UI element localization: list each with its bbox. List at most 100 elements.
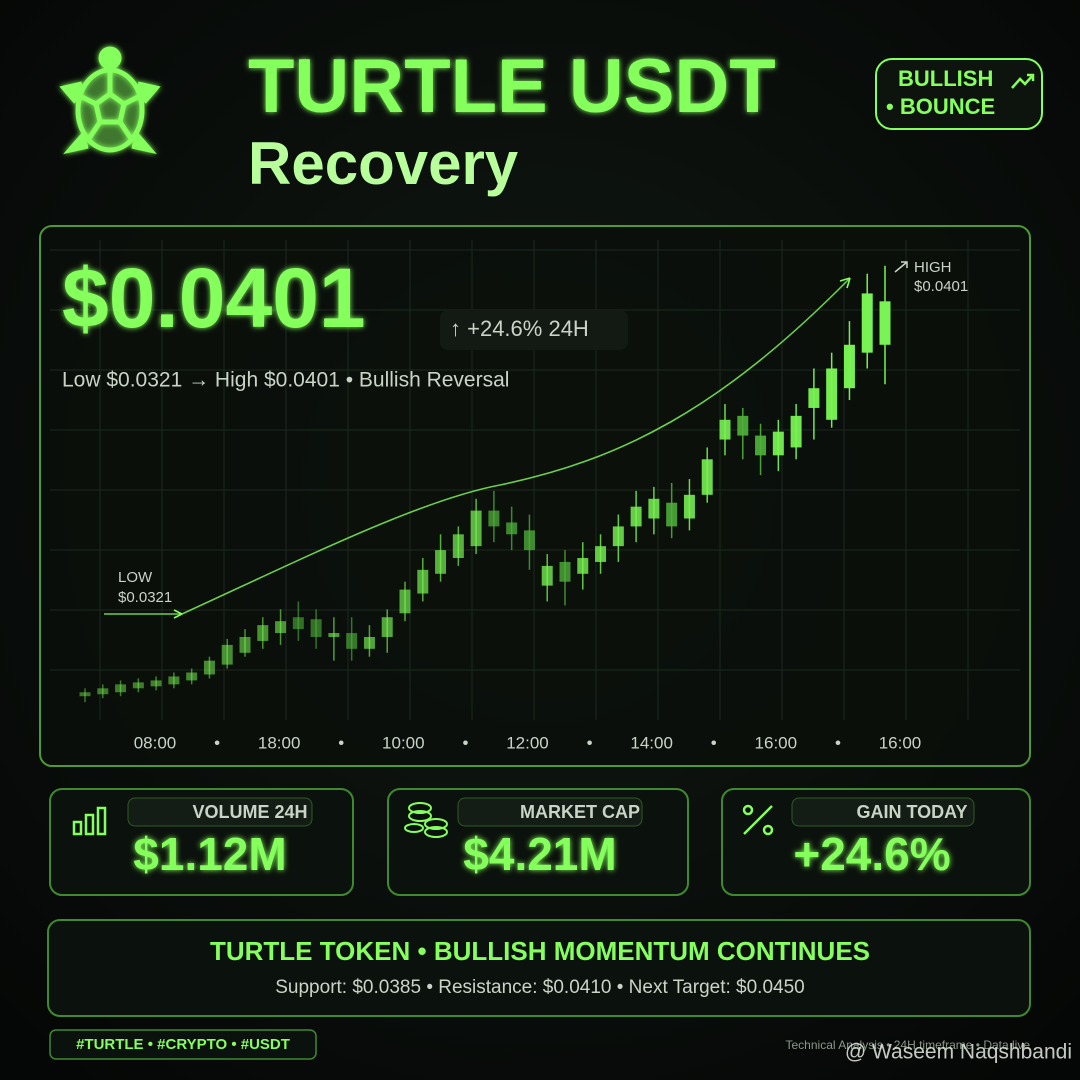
candle-body	[150, 680, 162, 687]
trend-line	[104, 277, 851, 615]
candle-body	[168, 676, 180, 685]
stat-label-pill	[127, 797, 313, 827]
candle-body	[470, 510, 482, 547]
subtitle: Recovery	[248, 130, 519, 197]
banner	[47, 919, 1031, 1017]
candle-body	[506, 522, 518, 535]
stat-label-pill	[457, 797, 643, 827]
turtle-icon	[59, 46, 161, 155]
stat-label: GAIN TODAY	[856, 802, 967, 822]
candle-body	[417, 569, 429, 594]
candle-body	[328, 633, 340, 637]
panel-grid	[50, 240, 1020, 720]
candle-body	[630, 506, 642, 527]
x-tick-label: 08:00	[134, 733, 177, 752]
candles	[79, 265, 891, 703]
footer-note: Technical Analysis • 24H timeframe • Dat…	[786, 1038, 1031, 1052]
high-value: $0.0401	[914, 278, 968, 295]
candle-body	[115, 684, 127, 693]
candle-body	[772, 431, 784, 456]
stat-value: $4.21M	[463, 828, 616, 880]
stat-value: +24.6%	[793, 828, 950, 880]
candle-body	[612, 526, 624, 547]
candle-body	[843, 344, 855, 389]
candle-body	[541, 565, 553, 586]
candle-body	[452, 534, 464, 558]
x-tick-label: 12:00	[506, 733, 549, 752]
watermark: @ Waseem Naqshbandi	[845, 1041, 1072, 1064]
x-tick-label: 10:00	[382, 733, 425, 752]
candle-body	[790, 415, 802, 448]
candle-body	[292, 617, 304, 630]
tags-pill	[49, 1029, 317, 1060]
low-value: $0.0321	[118, 589, 172, 606]
candle-body	[595, 546, 607, 562]
candle-body	[666, 502, 678, 527]
candle-body	[488, 510, 500, 527]
volume-icon	[72, 806, 107, 836]
candle-body	[719, 419, 731, 440]
candle-body	[310, 619, 322, 637]
high-label: HIGH	[914, 259, 952, 276]
x-tick-label: •	[462, 733, 468, 752]
gain-icon	[742, 804, 774, 836]
coins-icon	[404, 802, 448, 838]
candle-body	[879, 301, 891, 345]
low-label: LOW	[118, 569, 153, 586]
candle-body	[701, 459, 713, 495]
banner-title: TURTLE TOKEN • BULLISH MOMENTUM CONTINUE…	[210, 936, 870, 966]
x-tick-label: 16:00	[879, 733, 922, 752]
candle-body	[203, 660, 215, 675]
stat-label: VOLUME 24H	[192, 802, 307, 822]
stat-cards: VOLUME 24H $1.12M MARKET CAP $4.21M GAIN TOD…	[49, 788, 1031, 896]
trend-arrows	[173, 277, 851, 619]
candle-body	[683, 494, 695, 519]
title: TURTLE USDT	[248, 44, 776, 129]
candle-body	[826, 368, 838, 420]
candle-body	[381, 617, 393, 637]
x-tick-label: •	[338, 733, 344, 752]
candle-body	[648, 498, 660, 519]
x-tick-label: 14:00	[630, 733, 673, 752]
stat-label-pill	[791, 797, 975, 827]
summary: Low $0.0321 → High $0.0401 • Bullish Rev…	[62, 369, 509, 392]
badge	[875, 58, 1043, 130]
change-pill	[440, 310, 628, 350]
candle-body	[399, 589, 411, 614]
tags: #TURTLE • #CRYPTO • #USDT	[76, 1036, 290, 1053]
candle-body	[808, 388, 820, 408]
candle-body	[435, 550, 447, 574]
candle-body	[257, 625, 269, 641]
candle-body	[221, 644, 233, 665]
x-tick-label: •	[835, 733, 841, 752]
change: ↑ +24.6% 24H	[450, 316, 589, 341]
high-arrow	[894, 261, 908, 273]
candle-body	[186, 672, 198, 681]
stat-label: MARKET CAP	[520, 802, 640, 822]
badge-arrow	[1011, 73, 1035, 89]
badge-line: BULLISH	[898, 66, 993, 91]
banner-subtitle: Support: $0.0385 • Resistance: $0.0410 •…	[275, 977, 804, 998]
x-tick-label: 18:00	[258, 733, 301, 752]
x-tick-label: 16:00	[755, 733, 798, 752]
candle-body	[737, 415, 749, 436]
candle-body	[275, 621, 287, 634]
badge-line: • BOUNCE	[886, 94, 995, 119]
candle-body	[861, 293, 873, 353]
x-tick-label: •	[214, 733, 220, 752]
candle-body	[577, 558, 589, 574]
candle-body	[559, 561, 571, 582]
candle-body	[523, 530, 535, 551]
candle-body	[97, 688, 109, 695]
stat-value: $1.12M	[133, 828, 286, 880]
candle-body	[79, 692, 91, 697]
x-axis: 08:00 • 18:00 • 10:00 • 12:00 • 14:00 • 16:00 • 16:0…	[134, 733, 922, 752]
x-tick-label: •	[587, 733, 593, 752]
candle-body	[755, 435, 767, 456]
price: $0.0401	[62, 251, 366, 345]
candle-body	[132, 682, 144, 689]
candle-body	[239, 636, 251, 653]
candle-body	[363, 636, 375, 649]
